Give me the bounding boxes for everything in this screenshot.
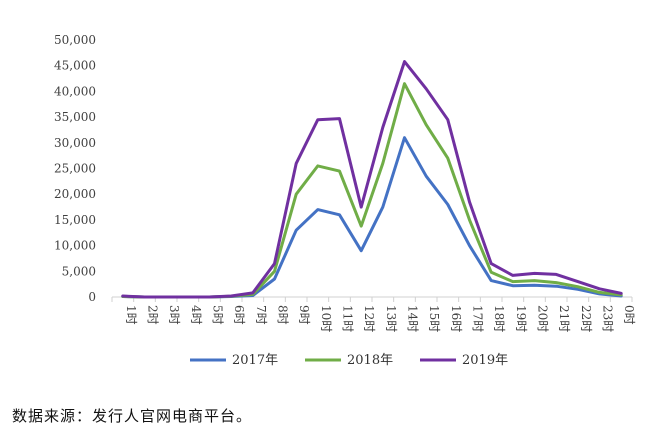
x-tick-label: 2时 [146, 305, 160, 325]
x-tick-label: 7时 [254, 305, 268, 325]
line-chart: 0 5,000 10,000 15,000 20,000 25,000 30,000 35,0… [54, 33, 636, 368]
y-tick-label: 0 [88, 290, 96, 304]
x-tick-label: 4时 [189, 305, 203, 325]
x-tick-label: 16时 [449, 305, 463, 332]
x-tick-label: 14时 [406, 305, 420, 332]
x-tick-label: 12时 [362, 305, 376, 332]
x-tick-label: 11时 [341, 305, 355, 332]
y-tick-label: 20,000 [54, 187, 96, 201]
x-tick-label: 6时 [232, 305, 246, 325]
x-tick-label: 13时 [384, 305, 398, 332]
x-tick-label: 10时 [319, 305, 333, 332]
y-tick-label: 5,000 [62, 264, 96, 278]
x-tick-label: 22时 [579, 305, 593, 332]
y-axis: 0 5,000 10,000 15,000 20,000 25,000 30,000 35,0… [54, 33, 96, 304]
x-tick-label: 21时 [557, 305, 571, 332]
legend-label: 2019年 [462, 353, 508, 368]
x-tick-label: 8时 [276, 305, 290, 325]
y-tick-label: 30,000 [54, 136, 96, 150]
legend-label: 2017年 [232, 353, 278, 368]
legend: 2017年 2018年 2019年 [190, 353, 508, 368]
x-axis: 1时 2时 3时 4时 5时 6时 7时 8时 9时 10时 11时 12时 13时 14时 15时 16时 1… [111, 296, 636, 332]
y-tick-label: 50,000 [54, 33, 96, 47]
series-line-2018年 [121, 82, 623, 299]
series-line-2019年 [121, 60, 623, 299]
x-tick-label: 15时 [427, 305, 441, 332]
y-tick-label: 35,000 [54, 110, 96, 124]
y-tick-label: 10,000 [54, 239, 96, 253]
x-tick-label: 17时 [471, 305, 485, 332]
y-tick-label: 25,000 [54, 162, 96, 176]
x-tick-label: 23时 [601, 305, 615, 332]
x-tick-label: 9时 [297, 305, 311, 325]
legend-label: 2018年 [347, 353, 393, 368]
x-tick-label: 19时 [514, 305, 528, 332]
series-lines [121, 60, 623, 299]
x-tick-label: 0时 [622, 305, 636, 325]
x-tick-label: 5时 [211, 305, 225, 325]
y-tick-label: 15,000 [54, 213, 96, 227]
x-tick-label: 3时 [167, 305, 181, 325]
source-note: 数据来源：发行人官网电商平台。 [12, 407, 253, 425]
x-tick-label: 18时 [492, 305, 506, 332]
y-tick-label: 40,000 [54, 84, 96, 98]
y-tick-label: 45,000 [54, 59, 96, 73]
x-tick-label: 1时 [124, 305, 138, 325]
x-tick-label: 20时 [536, 305, 550, 332]
